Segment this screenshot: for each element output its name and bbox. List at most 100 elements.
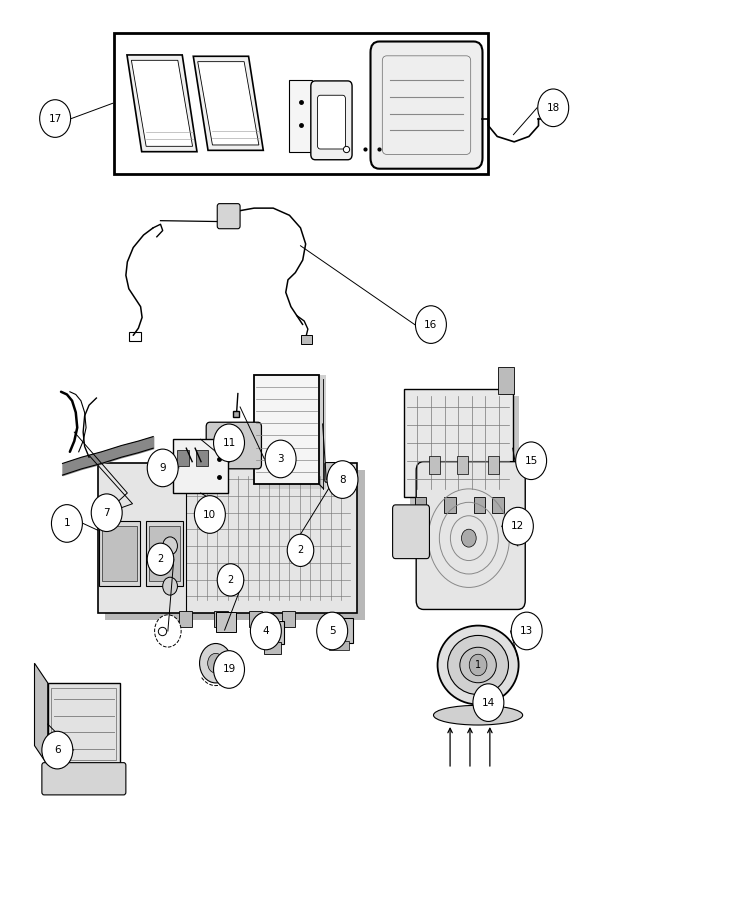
Circle shape	[250, 612, 282, 650]
Text: 15: 15	[525, 455, 538, 466]
Circle shape	[147, 544, 174, 575]
Text: 16: 16	[425, 320, 437, 329]
Circle shape	[155, 615, 181, 647]
Bar	[492, 497, 504, 513]
Circle shape	[213, 424, 245, 462]
Text: 4: 4	[262, 626, 269, 636]
Text: 2: 2	[157, 554, 164, 564]
Bar	[254, 374, 319, 484]
Polygon shape	[198, 62, 259, 145]
Circle shape	[217, 563, 244, 596]
Circle shape	[213, 651, 245, 688]
Text: 5: 5	[329, 626, 336, 636]
Circle shape	[207, 653, 224, 673]
Bar	[325, 617, 353, 643]
Circle shape	[42, 732, 73, 769]
Circle shape	[40, 100, 70, 138]
Bar	[196, 450, 207, 466]
Bar	[430, 476, 524, 606]
Bar	[114, 32, 488, 174]
Circle shape	[163, 537, 177, 554]
Circle shape	[163, 577, 177, 595]
FancyBboxPatch shape	[310, 81, 352, 159]
Text: 10: 10	[203, 509, 216, 519]
Circle shape	[502, 508, 534, 545]
Bar	[173, 439, 228, 493]
Ellipse shape	[448, 635, 508, 695]
Bar	[456, 456, 468, 474]
Bar	[430, 456, 440, 474]
Circle shape	[288, 535, 313, 566]
Bar	[488, 456, 499, 474]
Bar	[102, 526, 137, 581]
Text: 9: 9	[159, 463, 166, 473]
Circle shape	[194, 496, 225, 534]
Text: 1: 1	[475, 660, 481, 670]
Text: 6: 6	[54, 745, 61, 755]
Bar	[214, 611, 227, 627]
Bar	[415, 497, 427, 513]
Circle shape	[316, 612, 348, 650]
Text: 1: 1	[64, 518, 70, 528]
Bar	[51, 688, 116, 760]
Text: 11: 11	[222, 437, 236, 448]
FancyBboxPatch shape	[393, 505, 430, 559]
FancyBboxPatch shape	[317, 95, 345, 149]
FancyBboxPatch shape	[370, 41, 482, 168]
Ellipse shape	[460, 647, 496, 683]
Bar	[146, 521, 182, 586]
Circle shape	[91, 494, 122, 532]
Text: 18: 18	[547, 103, 560, 112]
Bar	[149, 526, 179, 581]
Bar	[216, 612, 236, 632]
Circle shape	[473, 684, 504, 722]
Bar	[444, 497, 456, 513]
Circle shape	[199, 644, 232, 683]
Polygon shape	[35, 663, 47, 765]
Bar	[105, 470, 365, 620]
Circle shape	[462, 529, 476, 547]
Bar	[249, 611, 262, 627]
Bar	[328, 641, 349, 650]
Text: 17: 17	[48, 113, 62, 123]
Text: 3: 3	[277, 454, 284, 464]
Bar	[179, 611, 192, 627]
Bar	[259, 374, 325, 489]
Text: 13: 13	[520, 626, 534, 636]
Polygon shape	[193, 57, 263, 150]
Text: 2: 2	[297, 545, 304, 555]
Bar	[473, 497, 485, 513]
Circle shape	[416, 306, 446, 344]
Bar	[410, 396, 519, 504]
FancyBboxPatch shape	[206, 422, 262, 469]
Bar	[262, 621, 284, 644]
Circle shape	[516, 442, 547, 480]
Ellipse shape	[437, 626, 519, 705]
FancyBboxPatch shape	[217, 203, 240, 229]
Polygon shape	[127, 55, 197, 152]
Circle shape	[511, 612, 542, 650]
FancyBboxPatch shape	[325, 463, 342, 482]
Text: 14: 14	[482, 698, 495, 707]
Ellipse shape	[433, 706, 522, 725]
FancyBboxPatch shape	[416, 462, 525, 609]
Bar	[47, 683, 120, 765]
Bar	[282, 611, 296, 627]
Circle shape	[327, 461, 358, 499]
Polygon shape	[131, 60, 193, 147]
Bar	[498, 366, 514, 393]
Bar	[129, 332, 141, 341]
Bar	[302, 336, 311, 345]
Circle shape	[469, 654, 487, 676]
Text: 7: 7	[104, 508, 110, 518]
Text: 8: 8	[339, 474, 346, 484]
Text: 12: 12	[511, 521, 525, 531]
Bar	[265, 642, 281, 654]
FancyBboxPatch shape	[42, 762, 126, 795]
Bar	[177, 450, 189, 466]
Text: 2: 2	[227, 575, 233, 585]
Bar	[290, 80, 311, 152]
Circle shape	[147, 449, 178, 487]
Bar	[98, 463, 357, 613]
Circle shape	[265, 440, 296, 478]
